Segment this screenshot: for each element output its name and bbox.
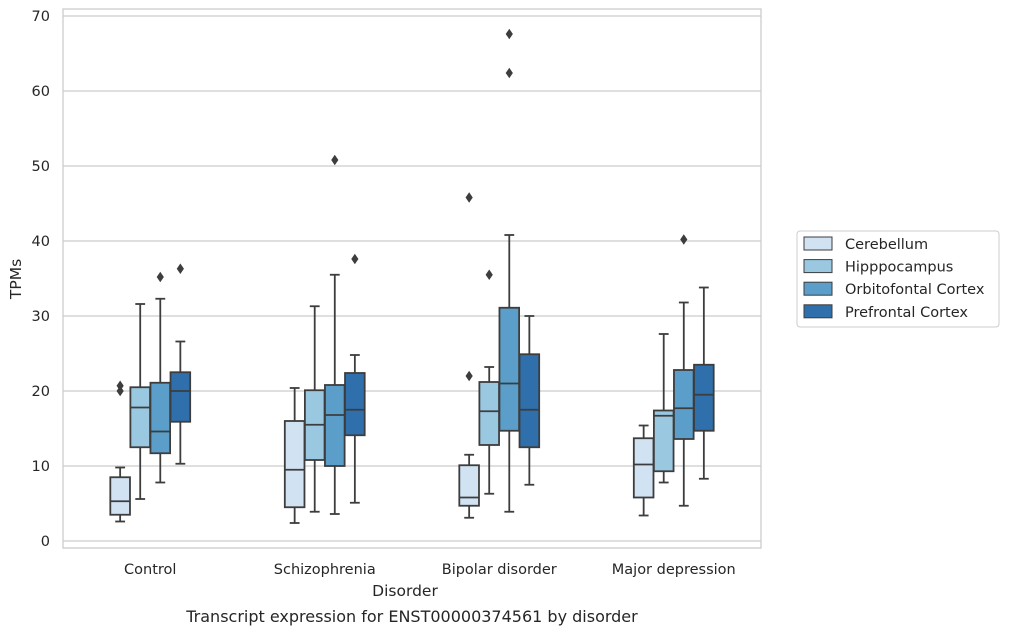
x-axis-title: Disorder [372, 582, 438, 600]
iqr-box [344, 372, 366, 437]
iqr-box [518, 353, 541, 449]
legend-label: Hipppocampus [845, 260, 953, 276]
x-tick-label: Control [124, 562, 176, 578]
box-plot [169, 263, 192, 465]
outlier-point [116, 385, 124, 397]
y-axis-title: TPMs [7, 259, 25, 300]
x-tick-label: Bipolar disorder [442, 562, 557, 578]
iqr-box [498, 306, 521, 432]
outlier-point [331, 154, 339, 166]
y-tick-label: 40 [32, 234, 50, 250]
iqr-box [458, 464, 480, 507]
legend-label: Orbitofontal Cortex [845, 282, 985, 298]
box-plot [303, 305, 326, 513]
y-tick-labels: 0 10 20 30 40 50 60 70 [32, 9, 50, 550]
legend-swatch [803, 281, 833, 296]
y-tick-label: 60 [32, 84, 50, 100]
iqr-box [149, 381, 172, 455]
iqr-box [283, 420, 306, 509]
iqr-box [632, 437, 655, 499]
iqr-box [169, 371, 192, 423]
x-tick-label: Schizophrenia [274, 562, 376, 578]
box-plot [498, 28, 521, 513]
iqr-box [693, 363, 715, 432]
outlier-point [465, 370, 473, 382]
outlier-point [485, 269, 493, 280]
legend-label: Prefrontal Cortex [845, 305, 968, 321]
outlier-point [116, 380, 124, 391]
x-tick-label: Major depression [612, 562, 736, 578]
iqr-box [652, 409, 675, 473]
outlier-point [156, 271, 164, 283]
x-tick-labels: Control Schizophrenia Bipolar disorder Majo… [124, 562, 736, 578]
box-plot [283, 387, 306, 524]
legend: Cerebellum Hipppocampus Orbitofontal Corte… [796, 230, 1000, 328]
outlier-point [680, 234, 688, 245]
box-plot [109, 380, 131, 523]
y-tick-label: 70 [32, 9, 50, 25]
outlier-point [465, 192, 473, 203]
box-plot [693, 286, 715, 480]
legend-swatch [803, 259, 833, 274]
y-tick-label: 30 [32, 309, 50, 325]
box-plot [344, 253, 366, 504]
outlier-point [176, 263, 184, 274]
box-plot [632, 424, 655, 517]
outlier-point [505, 67, 513, 79]
iqr-box [129, 386, 151, 449]
outlier-point [505, 28, 513, 40]
legend-swatch [803, 236, 833, 251]
iqr-box [324, 384, 346, 467]
iqr-box [673, 369, 695, 440]
legend-swatch [803, 304, 833, 319]
plot-area [62, 8, 762, 549]
figure-caption: Transcript expression for ENST0000037456… [185, 607, 638, 626]
legend-label: Cerebellum [845, 237, 928, 253]
box-plot [458, 192, 480, 519]
y-tick-label: 20 [32, 384, 50, 400]
outlier-point [351, 253, 359, 265]
iqr-box [478, 381, 500, 446]
y-tick-label: 0 [41, 534, 50, 550]
y-tick-label: 10 [32, 459, 50, 475]
iqr-box [109, 476, 131, 516]
box-plot [673, 234, 695, 507]
box-plot [652, 333, 675, 484]
y-tick-label: 50 [32, 159, 50, 175]
box-groups [109, 28, 715, 524]
legend-frame [796, 230, 1000, 328]
box-plot [518, 315, 541, 486]
